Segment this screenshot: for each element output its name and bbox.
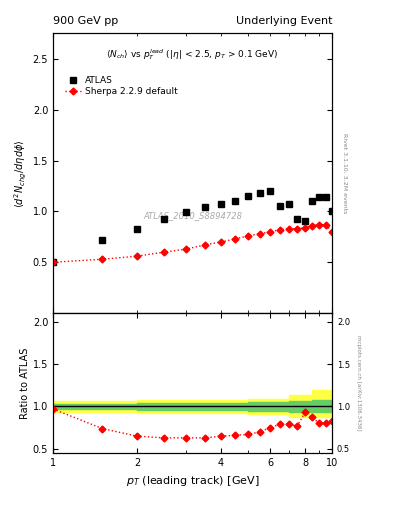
Sherpa 2.2.9 default (286, 226, 291, 232)
ATLAS (184, 209, 189, 216)
Y-axis label: Ratio to ATLAS: Ratio to ATLAS (20, 348, 30, 419)
Sherpa 2.2.9 default (295, 226, 299, 232)
X-axis label: $p_T$ (leading track) [GeV]: $p_T$ (leading track) [GeV] (126, 474, 259, 487)
ATLAS (277, 203, 282, 209)
ATLAS (135, 226, 140, 232)
Text: Underlying Event: Underlying Event (235, 15, 332, 26)
ATLAS (219, 201, 223, 207)
Text: ATLAS_2010_S8894728: ATLAS_2010_S8894728 (143, 211, 242, 220)
Sherpa 2.2.9 default (219, 239, 223, 245)
Sherpa 2.2.9 default (184, 246, 189, 252)
Sherpa 2.2.9 default (303, 225, 307, 231)
Sherpa 2.2.9 default (257, 231, 262, 237)
Sherpa 2.2.9 default (233, 236, 238, 242)
Sherpa 2.2.9 default (135, 253, 140, 259)
Sherpa 2.2.9 default (246, 233, 250, 239)
ATLAS (233, 198, 238, 204)
Sherpa 2.2.9 default (51, 259, 55, 265)
Y-axis label: mcplots.cern.ch [arXiv:1306.3436]: mcplots.cern.ch [arXiv:1306.3436] (356, 335, 361, 431)
Sherpa 2.2.9 default (277, 227, 282, 233)
ATLAS (295, 216, 299, 222)
ATLAS (310, 198, 315, 204)
ATLAS (303, 218, 307, 224)
ATLAS (51, 259, 55, 265)
Y-axis label: $\langle d^2 N_{chg}/d\eta d\phi \rangle$: $\langle d^2 N_{chg}/d\eta d\phi \rangle… (12, 139, 29, 207)
Text: $\langle N_{ch} \rangle$ vs $p_T^{lead}$ (|$\eta$| < 2.5, $p_T$ > 0.1 GeV): $\langle N_{ch} \rangle$ vs $p_T^{lead}$… (107, 47, 279, 62)
ATLAS (286, 201, 291, 207)
Sherpa 2.2.9 default (268, 229, 272, 235)
Legend: ATLAS, Sherpa 2.2.9 default: ATLAS, Sherpa 2.2.9 default (63, 74, 179, 98)
ATLAS (257, 190, 262, 196)
ATLAS (330, 208, 334, 215)
ATLAS (202, 204, 207, 210)
ATLAS (246, 193, 250, 199)
Y-axis label: Rivet 3.1.10, 3.2M events: Rivet 3.1.10, 3.2M events (343, 133, 347, 214)
Line: ATLAS: ATLAS (50, 187, 336, 266)
Sherpa 2.2.9 default (100, 256, 105, 262)
Text: 900 GeV pp: 900 GeV pp (53, 15, 118, 26)
Sherpa 2.2.9 default (202, 242, 207, 248)
ATLAS (162, 216, 167, 222)
ATLAS (268, 188, 272, 194)
ATLAS (323, 194, 328, 200)
Sherpa 2.2.9 default (310, 223, 315, 229)
Sherpa 2.2.9 default (323, 222, 328, 228)
ATLAS (317, 194, 322, 200)
ATLAS (100, 237, 105, 243)
Sherpa 2.2.9 default (317, 222, 322, 228)
Line: Sherpa 2.2.9 default: Sherpa 2.2.9 default (51, 222, 334, 265)
Sherpa 2.2.9 default (162, 249, 167, 255)
Sherpa 2.2.9 default (330, 229, 334, 235)
